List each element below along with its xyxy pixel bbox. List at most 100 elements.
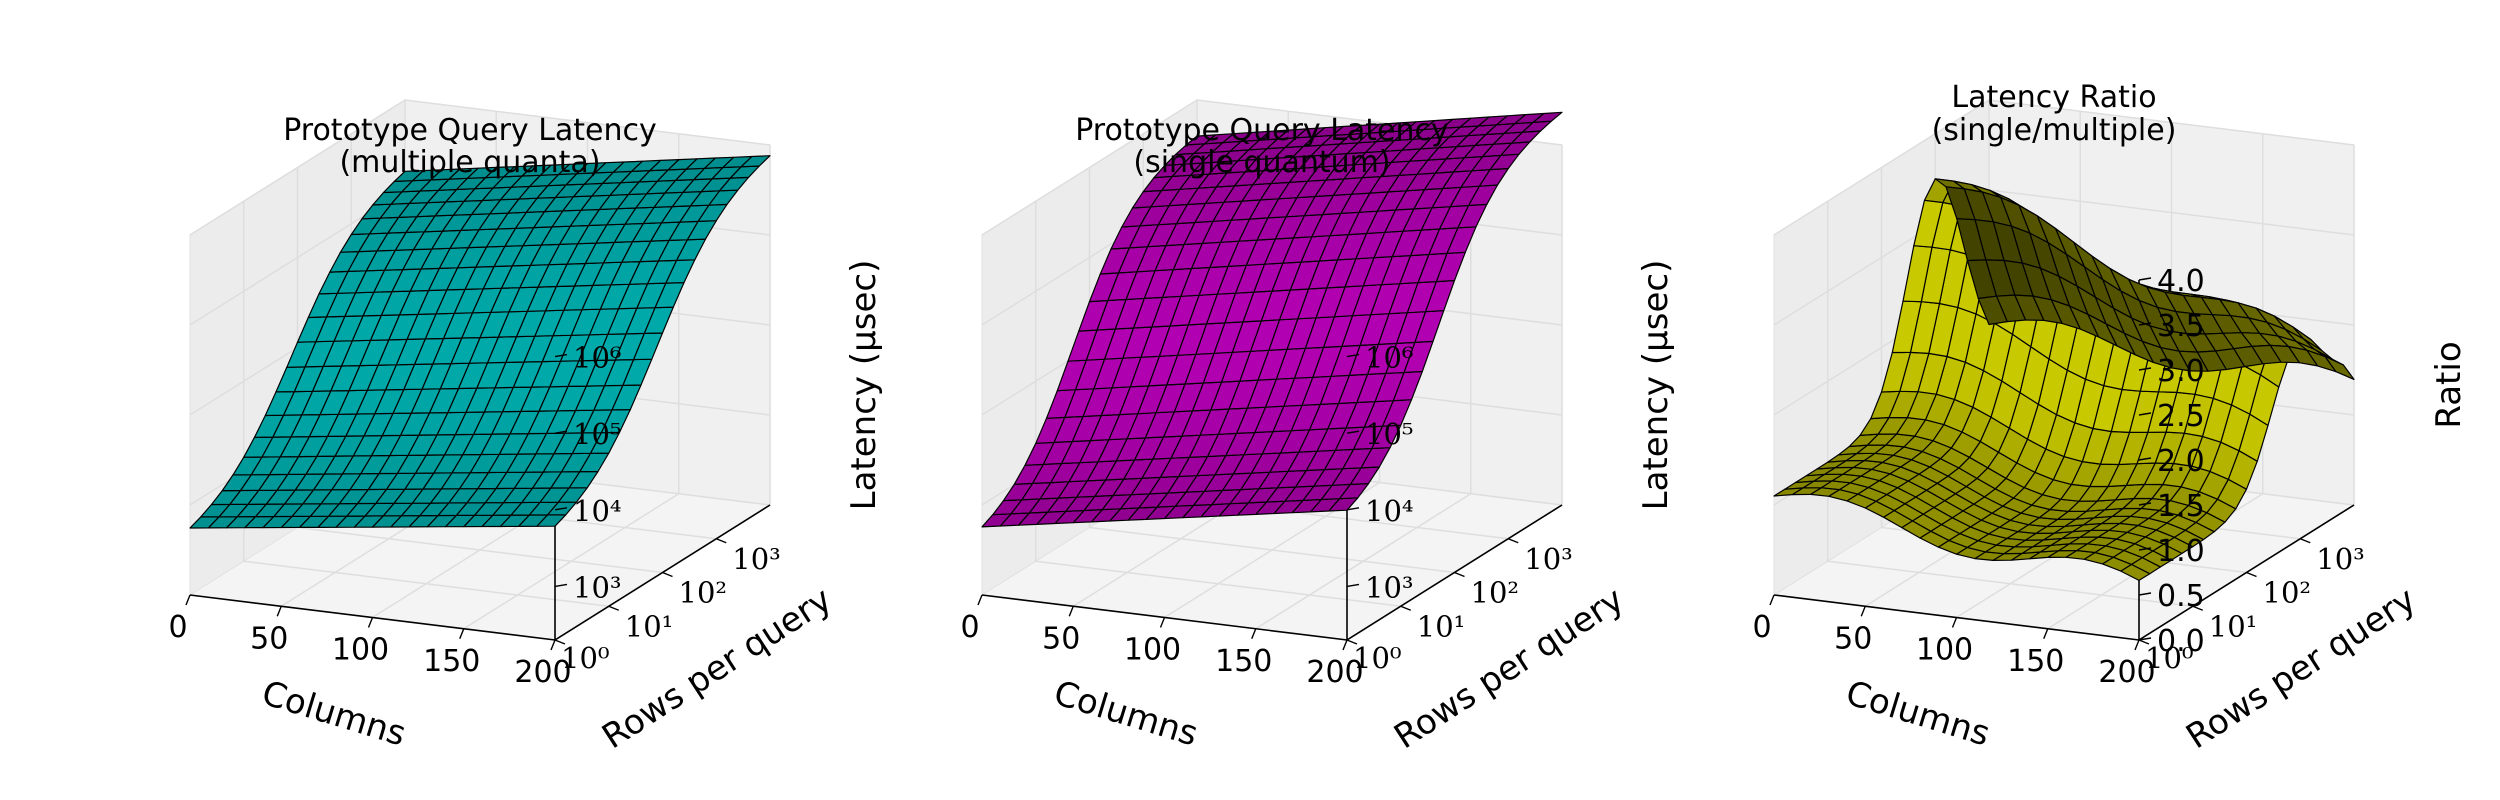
z-tick-label: 10³ [1365, 570, 1414, 604]
y-tick-mark [1400, 605, 1412, 611]
x-tick-label: 150 [423, 644, 480, 679]
z-tick-mark [2138, 367, 2152, 371]
z-tick-mark [554, 353, 568, 358]
x-tick-mark [2043, 628, 2049, 640]
z-tick-label: 10⁴ [573, 494, 622, 528]
y-tick-mark [554, 639, 566, 645]
z-tick-label: 1.5 [2157, 489, 2205, 524]
x-tick-label: 150 [2007, 644, 2064, 679]
z-tick-label: 3.5 [2157, 309, 2205, 344]
y-tick-mark [1454, 571, 1465, 578]
chart-title-line2: (multiple quanta) [339, 145, 600, 180]
y-tick-mark [1346, 639, 1358, 645]
x-axis-label: Columns [1049, 673, 1202, 755]
chart-title-line1: Latency Ratio [1951, 80, 2156, 115]
y-tick-label: 10⁰ [561, 641, 610, 675]
surface-patch [1185, 134, 1216, 146]
x-tick-mark [977, 594, 983, 606]
latency-surface-single [981, 111, 1563, 528]
z-tick-mark [2138, 637, 2152, 641]
z-axis-label: Latency (µsec) [1636, 260, 1676, 511]
x-axis-label: Columns [1841, 673, 1994, 755]
x-tick-label: 200 [514, 655, 571, 690]
y-tick-mark [2192, 605, 2204, 611]
x-tick-mark [185, 594, 191, 606]
x-tick-mark [1251, 628, 1257, 640]
x-tick-label: 100 [332, 633, 389, 668]
x-tick-label: 100 [1124, 633, 1181, 668]
y-tick-label: 10³ [2316, 542, 2365, 576]
x-tick-mark [2134, 639, 2140, 651]
z-tick-mark [1346, 430, 1360, 434]
z-axis-label: Latency (µsec) [844, 260, 884, 511]
x-tick-label: 150 [1215, 644, 1272, 679]
x-tick-mark [550, 639, 556, 651]
z-tick-mark [554, 583, 568, 588]
z-tick-mark [2138, 502, 2152, 506]
surface-patch [1977, 295, 2008, 326]
y-tick-label: 10¹ [1417, 609, 1466, 643]
y-tick-label: 10⁰ [1353, 641, 1402, 675]
y-tick-mark [715, 538, 727, 544]
x-tick-mark [367, 617, 374, 628]
gridline [1827, 201, 2193, 607]
x-tick-mark [1860, 605, 1866, 617]
z-tick-label: 2.0 [2157, 444, 2205, 479]
z-tick-label: 2.5 [2157, 399, 2205, 434]
x-tick-mark [1951, 617, 1958, 628]
z-tick-label: 10³ [573, 570, 622, 604]
y-tick-label: 10³ [732, 542, 781, 576]
x-tick-label: 50 [1834, 621, 1872, 656]
y-tick-label: 10¹ [625, 609, 674, 643]
x-tick-label: 0 [960, 610, 979, 645]
x-tick-mark [1769, 594, 1775, 606]
z-tick-label: 10⁶ [1365, 341, 1414, 375]
gridline [1773, 99, 2355, 236]
x-tick-label: 0 [168, 610, 187, 645]
gridline [1088, 167, 1455, 574]
z-tick-mark [554, 507, 568, 511]
z-tick-label: 1.0 [2157, 534, 2205, 569]
z-tick-mark [1346, 583, 1360, 588]
x-tick-mark [1068, 605, 1074, 617]
z-tick-mark [2138, 457, 2152, 461]
z-tick-mark [2138, 412, 2152, 416]
chart-title-line2: (single/multiple) [1932, 113, 2177, 148]
gridline [1035, 201, 1401, 607]
z-tick-mark [2138, 547, 2152, 551]
y-tick-mark [608, 605, 620, 611]
z-tick-label: 10⁵ [573, 417, 622, 451]
chart-title-line1: Prototype Query Latency [283, 113, 657, 148]
y-tick-label: 10² [2263, 576, 2312, 610]
z-tick-mark [2138, 592, 2152, 596]
chart-title-line1: Prototype Query Latency [1075, 113, 1449, 148]
z-tick-label: 3.0 [2157, 354, 2205, 389]
x-tick-label: 50 [250, 621, 288, 656]
gridline [243, 201, 609, 607]
gridline [189, 99, 771, 236]
x-axis-label: Columns [257, 673, 410, 755]
latency-surface-multiple [189, 155, 771, 529]
y-tick-label: 10² [1471, 576, 1520, 610]
y-tick-mark [2138, 639, 2150, 645]
x-tick-mark [276, 605, 282, 617]
z-axis-label: Ratio [2429, 341, 2469, 428]
z-tick-label: 0.0 [2157, 624, 2205, 659]
z-tick-label: 10⁴ [1365, 494, 1414, 528]
z-tick-mark [1346, 353, 1360, 358]
z-tick-label: 10⁵ [1365, 417, 1414, 451]
x-tick-mark [1342, 639, 1348, 651]
x-tick-label: 50 [1042, 621, 1080, 656]
x-tick-label: 100 [1916, 633, 1973, 668]
z-tick-mark [554, 430, 568, 434]
z-tick-mark [1346, 507, 1360, 511]
surface-patch [393, 170, 424, 182]
z-tick-mark [2138, 322, 2152, 326]
